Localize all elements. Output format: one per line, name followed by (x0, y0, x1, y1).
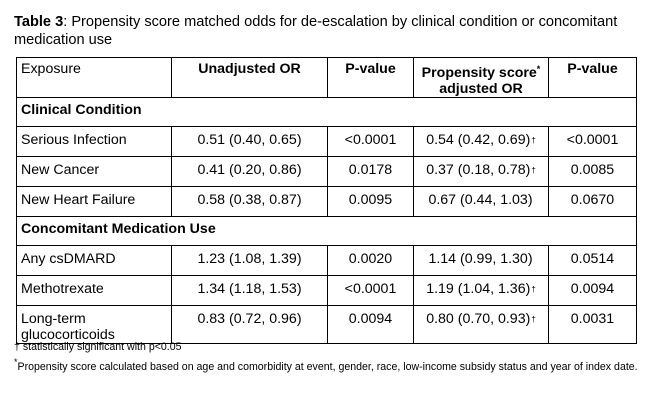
caption-text: : Propensity score matched odds for de-e… (14, 14, 618, 48)
cell-adjusted-or: 0.37 (0.18, 0.78)† (413, 156, 549, 187)
cell-unadjusted-or: 0.41 (0.20, 0.86) (171, 156, 328, 187)
significance-mark: † (531, 166, 536, 175)
footnote-star-text: Propensity score calculated based on age… (17, 361, 638, 373)
cell-exposure: New Heart Failure (16, 186, 172, 217)
cell-exposure: Any csDMARD (16, 245, 172, 276)
cell-p-value-2: 0.0031 (548, 305, 637, 344)
footnote-dagger: † statistically significant with p<0.05 (14, 341, 182, 353)
cell-p-value-1: 0.0178 (327, 156, 414, 187)
cell-adjusted-or: 1.14 (0.99, 1.30) (413, 245, 549, 276)
significance-mark: † (531, 315, 536, 324)
cell-unadjusted-or: 0.58 (0.38, 0.87) (171, 186, 328, 217)
header-p-value-2: P-value (548, 57, 637, 98)
adjusted-or-value: 0.67 (0.44, 1.03) (428, 192, 533, 208)
significance-mark: † (531, 285, 536, 294)
cell-unadjusted-or: 1.23 (1.08, 1.39) (171, 245, 328, 276)
adjusted-or-value: 0.80 (0.70, 0.93) (426, 311, 531, 327)
cell-p-value-1: 0.0020 (327, 245, 414, 276)
odds-table: Exposure Unadjusted OR P-value Propensit… (16, 57, 637, 344)
table-row: New Heart Failure 0.58 (0.38, 0.87) 0.00… (16, 186, 637, 217)
cell-p-value-1: 0.0094 (327, 305, 414, 344)
significance-mark: † (531, 136, 536, 145)
header-row: Exposure Unadjusted OR P-value Propensit… (16, 57, 637, 98)
cell-p-value-2: 0.0085 (548, 156, 637, 187)
header-adjusted-star: * (536, 64, 541, 74)
cell-unadjusted-or: 1.34 (1.18, 1.53) (171, 275, 328, 306)
table-row: Serious Infection 0.51 (0.40, 0.65) <0.0… (16, 126, 637, 157)
adjusted-or-value: 0.37 (0.18, 0.78) (426, 162, 531, 178)
cell-p-value-2: 0.0670 (548, 186, 637, 217)
cell-p-value-2: <0.0001 (548, 126, 637, 157)
cell-adjusted-or: 0.54 (0.42, 0.69)† (413, 126, 549, 157)
cell-adjusted-or: 0.67 (0.44, 1.03) (413, 186, 549, 217)
cell-unadjusted-or: 0.83 (0.72, 0.96) (171, 305, 328, 344)
table-row: New Cancer 0.41 (0.20, 0.86) 0.0178 0.37… (16, 156, 637, 187)
cell-exposure: Methotrexate (16, 275, 172, 306)
header-adjusted-line2: adjusted OR (439, 81, 523, 97)
table-row: Long-term glucocorticoids 0.83 (0.72, 0.… (16, 305, 637, 344)
cell-exposure: Serious Infection (16, 126, 172, 157)
header-adjusted-or: Propensity score* adjusted OR (413, 57, 549, 98)
table-row: Methotrexate 1.34 (1.18, 1.53) <0.0001 1… (16, 275, 637, 306)
cell-p-value-1: <0.0001 (327, 126, 414, 157)
section-row-clinical: Clinical Condition (16, 97, 637, 127)
header-exposure: Exposure (16, 57, 172, 98)
header-unadjusted-or: Unadjusted OR (171, 57, 328, 98)
adjusted-or-value: 0.54 (0.42, 0.69) (426, 132, 531, 148)
section-row-medication: Concomitant Medication Use (16, 216, 637, 246)
cell-p-value-1: 0.0095 (327, 186, 414, 217)
cell-p-value-1: <0.0001 (327, 275, 414, 306)
table-caption: Table 3: Propensity score matched odds f… (14, 13, 639, 49)
cell-unadjusted-or: 0.51 (0.40, 0.65) (171, 126, 328, 157)
cell-exposure: New Cancer (16, 156, 172, 187)
section-title: Clinical Condition (16, 97, 637, 127)
caption-label: Table 3 (14, 14, 64, 30)
header-p-value-1: P-value (327, 57, 414, 98)
adjusted-or-value: 1.19 (1.04, 1.36) (426, 281, 531, 297)
cell-adjusted-or: 0.80 (0.70, 0.93)† (413, 305, 549, 344)
cell-adjusted-or: 1.19 (1.04, 1.36)† (413, 275, 549, 306)
cell-exposure: Long-term glucocorticoids (16, 305, 172, 344)
table-row: Any csDMARD 1.23 (1.08, 1.39) 0.0020 1.1… (16, 245, 637, 276)
footnote-star-mark: * (14, 357, 18, 367)
cell-p-value-2: 0.0514 (548, 245, 637, 276)
footnote-star: *Propensity score calculated based on ag… (14, 355, 639, 374)
cell-p-value-2: 0.0094 (548, 275, 637, 306)
section-title: Concomitant Medication Use (16, 216, 637, 246)
header-adjusted-line1: Propensity score (421, 65, 537, 81)
adjusted-or-value: 1.14 (0.99, 1.30) (428, 251, 533, 267)
